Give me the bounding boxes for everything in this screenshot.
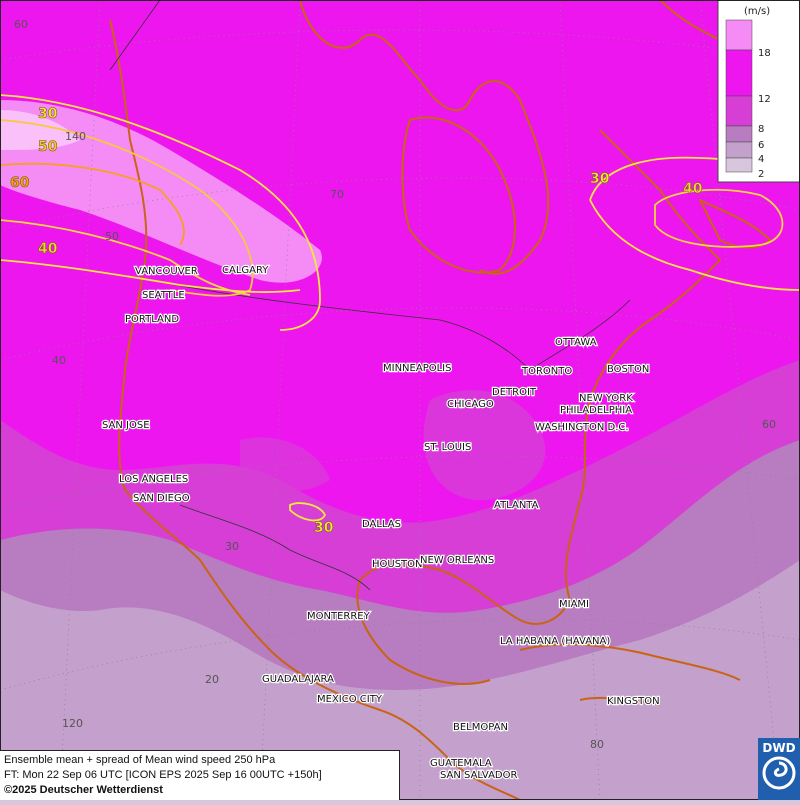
logo-text: DWD: [762, 741, 796, 755]
forecast-time: FT: Mon 22 Sep 06 UTC [ICON EPS 2025 Sep…: [4, 769, 322, 781]
dwd-logo: DWD: [758, 738, 800, 800]
grid-label-70: 70: [330, 188, 344, 201]
band-8-patch: [423, 390, 546, 500]
city-label: BELMOPAN: [453, 722, 508, 733]
band-4: [0, 440, 800, 800]
coastlines: [109, 0, 771, 801]
legend-tick: 18: [758, 48, 771, 59]
city-labels: VANCOUVER CALGARY SEATTLE PORTLAND OTTAW…: [101, 264, 661, 782]
city-label: DETROIT: [492, 387, 537, 398]
grid-label-40: 40: [52, 354, 66, 367]
contour-label: 60: [10, 175, 30, 191]
legend-unit: (m/s): [744, 6, 770, 17]
city-label: SEATTLE: [142, 290, 185, 301]
city-label: GUATEMALA: [430, 758, 492, 769]
legend-swatch-2: [725, 157, 753, 173]
grid-label-30: 30: [225, 540, 239, 553]
grid-label-20: 20: [205, 673, 219, 686]
legend-tick: 2: [758, 169, 764, 180]
borders: [109, 0, 631, 591]
contour-label: 30: [590, 171, 610, 187]
city-label: GUADALAJARA: [262, 674, 334, 685]
product-title: Ensemble mean + spread of Mean wind spee…: [4, 754, 276, 766]
city-label: NEW ORLEANS: [420, 555, 494, 566]
city-label: MIAMI: [559, 599, 589, 610]
swirl-icon: [762, 756, 796, 790]
city-label: OTTAWA: [555, 337, 597, 348]
info-box: Ensemble mean + spread of Mean wind spee…: [0, 750, 400, 800]
contour-label: 30: [38, 106, 58, 122]
city-label: ATLANTA: [494, 500, 539, 511]
city-label: WASHINGTON D.C.: [535, 422, 629, 433]
legend-tick: 8: [758, 124, 764, 135]
grid-label-60-lon: 60: [762, 418, 776, 431]
city-label: PHILADELPHIA: [560, 405, 632, 416]
city-label: ST. LOUIS: [424, 442, 471, 453]
legend-swatch-12: [725, 49, 753, 97]
band-18-core: [0, 110, 80, 150]
legend-tick: 6: [758, 140, 764, 151]
city-label: PORTLAND: [125, 314, 179, 325]
grid-label-60: 60: [14, 18, 28, 31]
legend-tick: 4: [758, 154, 764, 165]
city-label: SAN DIEGO: [133, 493, 190, 504]
legend-swatch-8: [725, 95, 753, 127]
city-label: NEW YORK: [579, 393, 633, 404]
city-label: SAN JOSE: [102, 420, 150, 431]
legend-tick: 12: [758, 94, 771, 105]
city-label: DALLAS: [362, 519, 401, 530]
legend-swatch-6: [725, 125, 753, 143]
city-label: MONTERREY: [307, 611, 371, 622]
grid-label-80: 80: [590, 738, 604, 751]
contour-label: 30: [314, 520, 334, 536]
city-label: MEXICO CITY: [317, 694, 383, 705]
city-label: SAN SALVADOR: [440, 770, 517, 781]
grid-label-140: 140: [65, 130, 86, 143]
city-label: CHICAGO: [447, 399, 494, 410]
copyright: ©2025 Deutscher Wetterdienst: [4, 784, 163, 796]
city-label: MINNEAPOLIS: [383, 363, 451, 374]
band-8-patch-2: [240, 437, 330, 491]
contour-label: 40: [38, 241, 58, 257]
city-label: CALGARY: [222, 265, 269, 276]
contour-label: 50: [38, 139, 58, 155]
contour-label: 40: [683, 181, 703, 197]
legend-swatch-4: [725, 141, 753, 159]
grid-label-50: 50: [105, 230, 119, 243]
legend: (m/s) 18 12 8 6 4 2: [717, 0, 800, 183]
city-label: KINGSTON: [607, 696, 660, 707]
city-label: TORONTO: [521, 366, 572, 377]
city-label: HOUSTON: [372, 559, 423, 570]
legend-swatch-18: [725, 19, 753, 51]
contours: [0, 94, 800, 522]
city-label: VANCOUVER: [135, 266, 198, 277]
city-label: BOSTON: [607, 364, 649, 375]
city-label: LA HABANA (HAVANA): [500, 636, 610, 647]
grid-label-120: 120: [62, 717, 83, 730]
city-label: LOS ANGELES: [119, 474, 188, 485]
